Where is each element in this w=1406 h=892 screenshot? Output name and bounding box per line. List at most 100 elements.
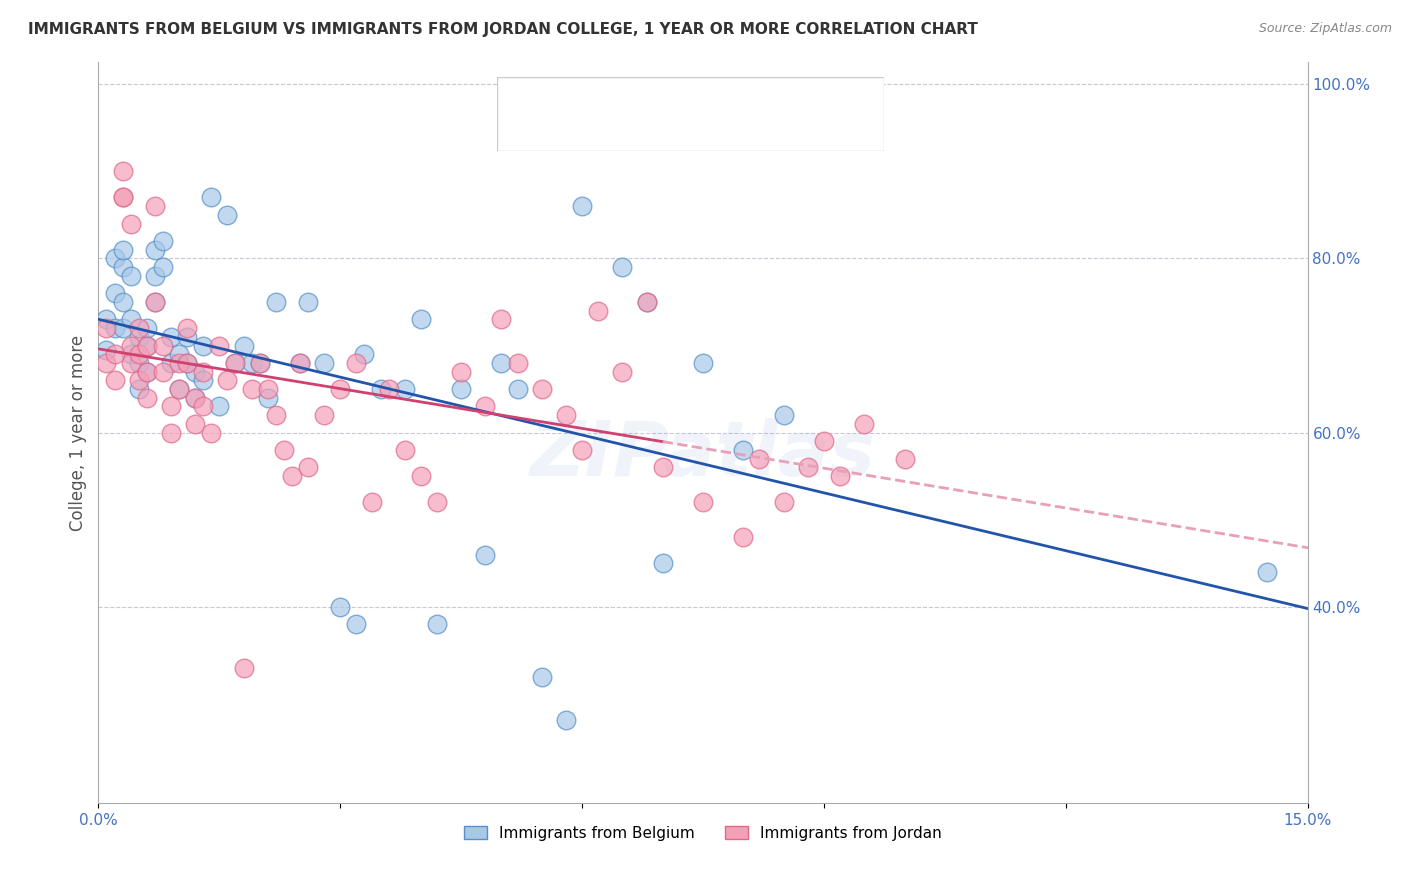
Point xyxy=(772,495,794,509)
Point xyxy=(167,347,190,361)
Point xyxy=(288,356,311,370)
Point xyxy=(103,252,125,266)
Point xyxy=(96,356,118,370)
Point xyxy=(120,338,142,352)
Point xyxy=(128,347,150,361)
Point xyxy=(152,338,174,352)
Point xyxy=(249,356,271,370)
Point xyxy=(111,190,134,204)
Point xyxy=(281,469,304,483)
Point xyxy=(120,312,142,326)
Point xyxy=(692,495,714,509)
Point xyxy=(184,391,207,405)
Point xyxy=(256,391,278,405)
Point xyxy=(314,408,336,422)
Point xyxy=(143,295,166,310)
Point xyxy=(160,400,183,414)
Point xyxy=(135,365,157,379)
Point xyxy=(450,365,472,379)
Point xyxy=(152,234,174,248)
Point xyxy=(692,356,714,370)
Point xyxy=(120,217,142,231)
Point xyxy=(288,356,311,370)
Point xyxy=(586,303,609,318)
Point xyxy=(176,356,198,370)
Point xyxy=(636,295,658,310)
Point xyxy=(530,669,553,683)
Point xyxy=(217,208,239,222)
Point xyxy=(193,400,215,414)
Point xyxy=(491,312,513,326)
Point xyxy=(426,495,449,509)
Point xyxy=(103,321,125,335)
Point xyxy=(297,295,319,310)
Text: Source: ZipAtlas.com: Source: ZipAtlas.com xyxy=(1258,22,1392,36)
Point xyxy=(474,400,496,414)
Point xyxy=(128,373,150,387)
Point xyxy=(160,425,183,440)
Point xyxy=(111,190,134,204)
Point xyxy=(853,417,876,431)
Point xyxy=(120,347,142,361)
Point xyxy=(143,199,166,213)
Point xyxy=(224,356,246,370)
Point xyxy=(184,417,207,431)
Y-axis label: College, 1 year or more: College, 1 year or more xyxy=(69,334,87,531)
Point xyxy=(264,295,287,310)
Point xyxy=(135,365,157,379)
Point xyxy=(167,356,190,370)
Point xyxy=(143,295,166,310)
Point xyxy=(571,443,593,458)
Point xyxy=(103,373,125,387)
Point xyxy=(329,599,352,614)
Point xyxy=(828,469,851,483)
Point xyxy=(314,356,336,370)
Point xyxy=(167,382,190,396)
Point xyxy=(555,713,578,727)
Point xyxy=(733,443,755,458)
Point xyxy=(394,443,416,458)
Point xyxy=(474,548,496,562)
Point xyxy=(184,391,207,405)
Point xyxy=(377,382,399,396)
Point xyxy=(240,382,263,396)
Point xyxy=(530,382,553,396)
Point xyxy=(491,356,513,370)
Point xyxy=(636,295,658,310)
Point xyxy=(103,347,125,361)
Point xyxy=(167,382,190,396)
Point xyxy=(555,408,578,422)
Point xyxy=(217,373,239,387)
Point xyxy=(329,382,352,396)
Point xyxy=(249,356,271,370)
Point xyxy=(193,338,215,352)
Point xyxy=(748,451,770,466)
Point xyxy=(200,190,222,204)
Point xyxy=(450,382,472,396)
Point xyxy=(96,312,118,326)
Point xyxy=(143,268,166,283)
Point xyxy=(506,356,529,370)
Point xyxy=(120,268,142,283)
Point xyxy=(193,373,215,387)
Point xyxy=(135,338,157,352)
Point xyxy=(128,356,150,370)
Point xyxy=(733,530,755,544)
Point xyxy=(96,343,118,357)
Point xyxy=(506,382,529,396)
Point xyxy=(344,356,367,370)
Point xyxy=(135,391,157,405)
Point xyxy=(651,556,673,570)
Point xyxy=(370,382,392,396)
Point xyxy=(426,617,449,632)
Point xyxy=(152,260,174,274)
Point xyxy=(772,408,794,422)
Point xyxy=(200,425,222,440)
Point xyxy=(651,460,673,475)
Point xyxy=(160,330,183,344)
Point xyxy=(128,321,150,335)
Point xyxy=(394,382,416,396)
Point xyxy=(893,451,915,466)
Point xyxy=(264,408,287,422)
Point xyxy=(256,382,278,396)
